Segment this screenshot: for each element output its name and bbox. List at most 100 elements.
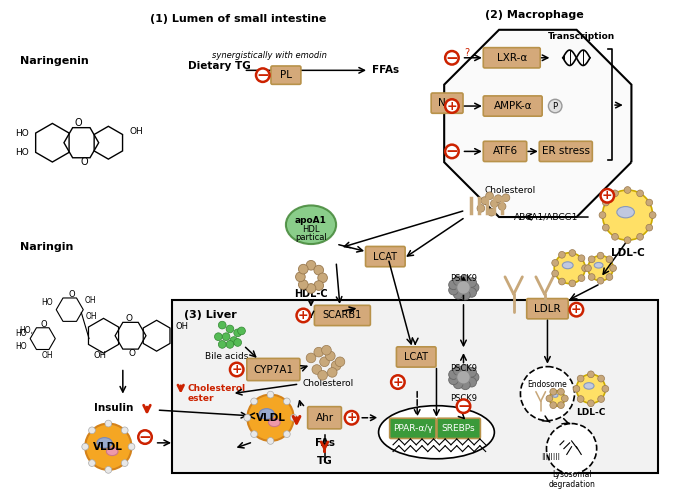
Circle shape bbox=[549, 99, 562, 113]
Circle shape bbox=[578, 275, 585, 282]
Circle shape bbox=[601, 189, 614, 203]
FancyBboxPatch shape bbox=[308, 407, 342, 429]
Circle shape bbox=[460, 275, 470, 285]
Ellipse shape bbox=[553, 394, 558, 397]
Circle shape bbox=[296, 309, 310, 322]
Circle shape bbox=[598, 375, 605, 382]
Circle shape bbox=[314, 265, 323, 275]
Circle shape bbox=[105, 420, 112, 427]
Circle shape bbox=[306, 353, 316, 363]
Circle shape bbox=[296, 272, 305, 282]
Circle shape bbox=[306, 260, 316, 270]
Text: HO: HO bbox=[16, 128, 29, 137]
Text: Naringin: Naringin bbox=[20, 242, 73, 252]
Circle shape bbox=[391, 375, 405, 389]
Circle shape bbox=[477, 205, 485, 212]
Circle shape bbox=[646, 199, 653, 206]
Circle shape bbox=[466, 288, 477, 297]
Text: PSCK9: PSCK9 bbox=[450, 274, 477, 283]
Circle shape bbox=[554, 253, 585, 284]
Circle shape bbox=[646, 224, 653, 231]
Text: LDL-C: LDL-C bbox=[576, 408, 605, 417]
Circle shape bbox=[573, 385, 580, 392]
Circle shape bbox=[267, 391, 274, 398]
Circle shape bbox=[485, 192, 494, 200]
Text: ER stress: ER stress bbox=[542, 146, 590, 157]
Text: Nar: Nar bbox=[438, 98, 456, 108]
Circle shape bbox=[599, 212, 606, 218]
FancyBboxPatch shape bbox=[527, 298, 568, 319]
Text: VLDL: VLDL bbox=[256, 413, 285, 423]
Text: LCAT: LCAT bbox=[404, 352, 428, 362]
Text: Transcription: Transcription bbox=[548, 33, 615, 41]
Circle shape bbox=[230, 363, 243, 376]
Ellipse shape bbox=[97, 438, 112, 448]
Circle shape bbox=[606, 256, 613, 263]
Text: OH: OH bbox=[129, 126, 143, 136]
Circle shape bbox=[546, 423, 597, 474]
Circle shape bbox=[577, 396, 584, 403]
Text: LCAT: LCAT bbox=[374, 251, 397, 262]
Circle shape bbox=[230, 337, 238, 344]
Text: HO: HO bbox=[16, 148, 29, 157]
Circle shape bbox=[345, 411, 358, 424]
Text: SREBPs: SREBPs bbox=[442, 424, 475, 433]
Circle shape bbox=[589, 274, 595, 281]
Circle shape bbox=[460, 380, 470, 390]
Circle shape bbox=[325, 351, 335, 361]
Circle shape bbox=[550, 402, 557, 409]
Circle shape bbox=[612, 190, 618, 197]
Circle shape bbox=[466, 368, 477, 377]
Circle shape bbox=[256, 68, 270, 82]
Circle shape bbox=[267, 438, 274, 444]
Circle shape bbox=[498, 203, 506, 210]
Circle shape bbox=[460, 365, 470, 374]
Circle shape bbox=[128, 443, 135, 450]
Circle shape bbox=[589, 256, 595, 263]
Circle shape bbox=[603, 224, 610, 231]
FancyBboxPatch shape bbox=[397, 347, 436, 367]
Circle shape bbox=[570, 303, 583, 317]
Text: HDL-C: HDL-C bbox=[294, 289, 328, 299]
Circle shape bbox=[138, 430, 152, 444]
Circle shape bbox=[521, 367, 574, 421]
Circle shape bbox=[469, 283, 479, 292]
FancyBboxPatch shape bbox=[539, 141, 593, 162]
Circle shape bbox=[469, 372, 479, 382]
Circle shape bbox=[490, 200, 498, 207]
Circle shape bbox=[318, 273, 327, 283]
Circle shape bbox=[466, 377, 477, 387]
Text: Cholesterol: Cholesterol bbox=[485, 186, 536, 196]
Circle shape bbox=[588, 371, 594, 378]
Circle shape bbox=[290, 414, 297, 421]
Text: +: + bbox=[298, 309, 308, 322]
Text: Naringenin: Naringenin bbox=[20, 56, 88, 66]
Text: OH: OH bbox=[85, 312, 97, 321]
FancyBboxPatch shape bbox=[483, 96, 542, 116]
Circle shape bbox=[597, 277, 604, 284]
Text: +: + bbox=[602, 189, 613, 202]
Text: AMPK-α: AMPK-α bbox=[494, 101, 532, 111]
FancyBboxPatch shape bbox=[315, 305, 370, 326]
Circle shape bbox=[226, 340, 234, 348]
Circle shape bbox=[487, 208, 496, 216]
Circle shape bbox=[561, 395, 568, 402]
Text: partical: partical bbox=[295, 233, 327, 242]
Ellipse shape bbox=[106, 448, 118, 455]
Circle shape bbox=[569, 249, 576, 256]
FancyBboxPatch shape bbox=[365, 247, 405, 267]
Circle shape bbox=[222, 333, 230, 340]
Circle shape bbox=[298, 264, 308, 274]
Text: (1) Lumen of small intestine: (1) Lumen of small intestine bbox=[151, 14, 327, 24]
Circle shape bbox=[559, 251, 565, 258]
Circle shape bbox=[283, 398, 290, 405]
Text: LDL-C: LDL-C bbox=[611, 248, 644, 258]
Circle shape bbox=[82, 443, 89, 450]
Circle shape bbox=[559, 278, 565, 285]
Circle shape bbox=[234, 329, 241, 337]
Text: Insulin: Insulin bbox=[94, 403, 134, 413]
FancyBboxPatch shape bbox=[390, 418, 436, 439]
Circle shape bbox=[457, 281, 471, 294]
Circle shape bbox=[603, 190, 653, 240]
Circle shape bbox=[226, 325, 234, 333]
